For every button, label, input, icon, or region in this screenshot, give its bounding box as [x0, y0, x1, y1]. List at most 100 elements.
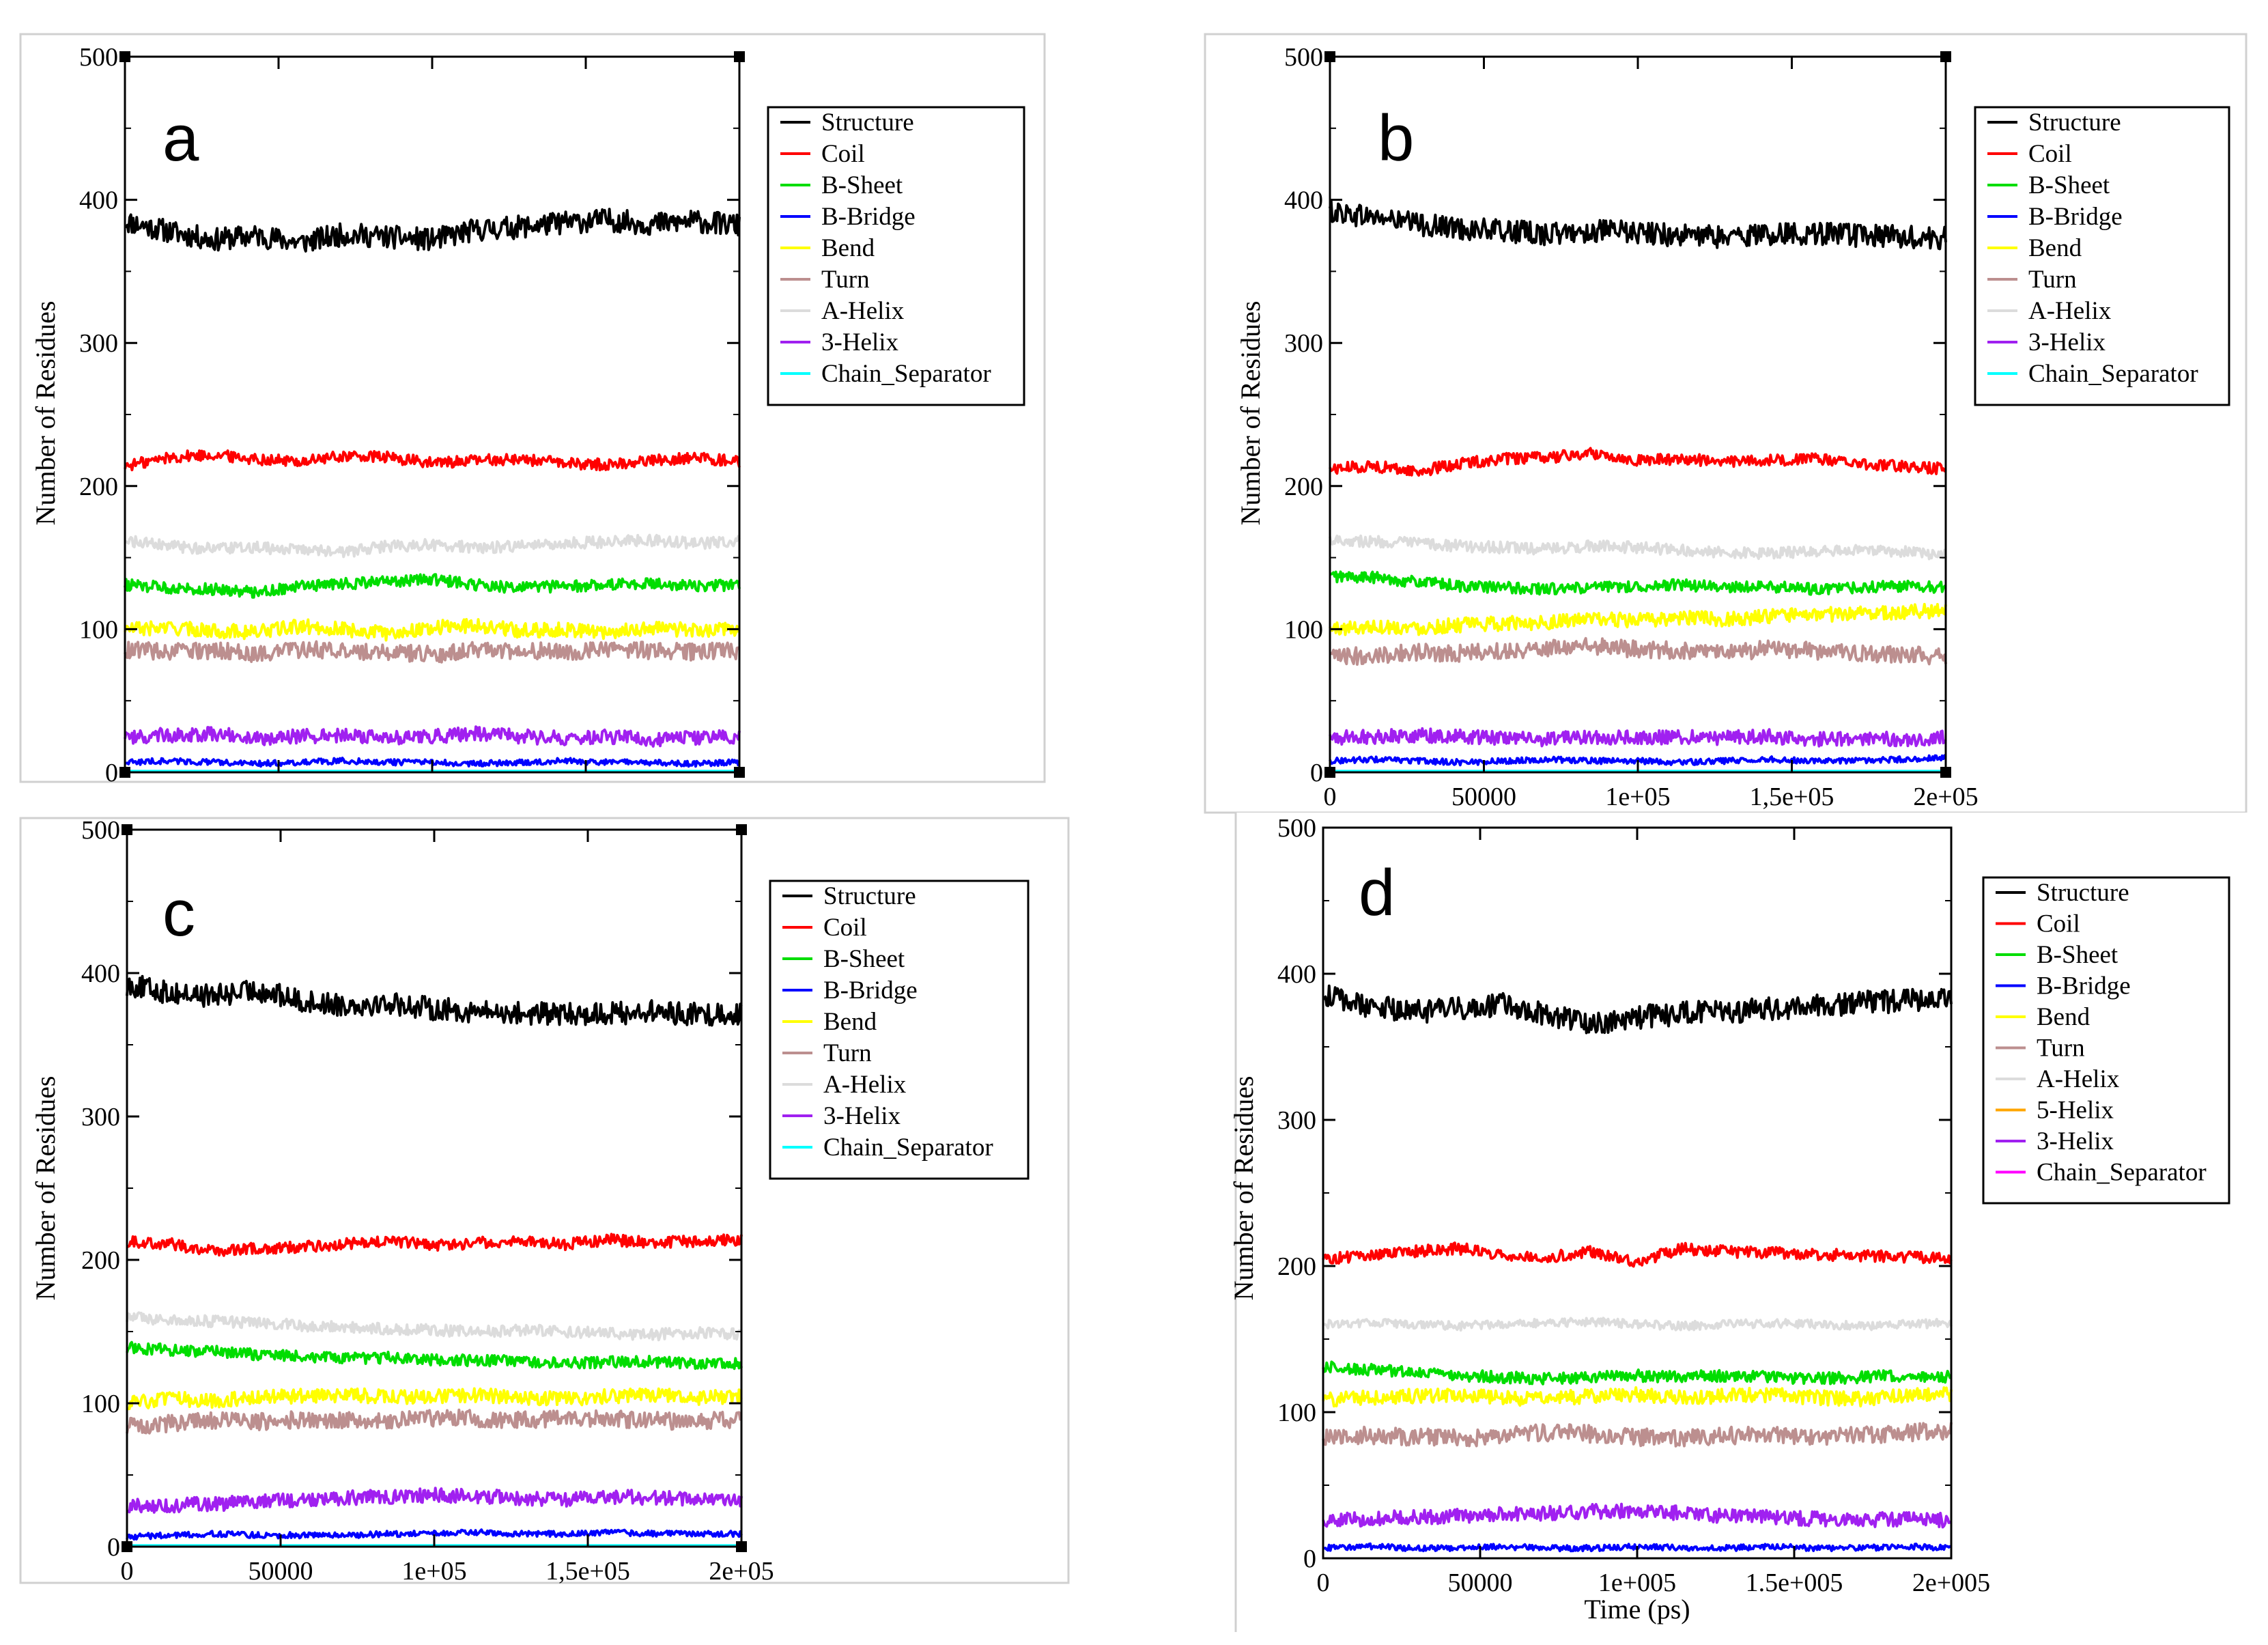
y-tick-label: 200 — [81, 1246, 120, 1275]
series-line-b-sheet — [124, 573, 741, 599]
legend-label: Coil — [823, 914, 867, 942]
corner-handle — [734, 767, 745, 778]
y-tick-label: 400 — [81, 959, 120, 988]
y-tick-label: 500 — [1284, 43, 1323, 72]
series-line-b-sheet — [126, 1340, 743, 1370]
series-line-coil — [1329, 447, 1947, 477]
legend-label: Turn — [2037, 1035, 2085, 1063]
legend-label: Bend — [821, 234, 875, 262]
x-tick-label: 0 — [1317, 1569, 1330, 1597]
legend-label: B-Sheet — [823, 945, 905, 973]
y-tick-label: 400 — [79, 186, 118, 215]
legend-label: B-Bridge — [2037, 972, 2131, 1000]
panel-a: a Number of Residues 0 100 200 300 400 500 St… — [19, 33, 1046, 787]
legend-label: 3-Helix — [2028, 328, 2106, 356]
y-tick-label: 0 — [1303, 1545, 1316, 1573]
y-tick-label: 200 — [1277, 1252, 1316, 1281]
x-tick-label: 2e+005 — [1912, 1569, 1990, 1597]
series-line-turn — [1322, 1422, 1953, 1448]
series-line-3-helix — [126, 1487, 743, 1514]
series-line-b-bridge — [126, 1528, 743, 1541]
corner-handle — [736, 824, 747, 835]
x-tick-label: 1e+05 — [1605, 783, 1670, 811]
panel-label: a — [162, 102, 199, 175]
x-tick-label: 50000 — [1451, 783, 1516, 811]
legend-label: Structure — [823, 882, 916, 910]
series-line-bend — [124, 618, 741, 642]
legend-label: B-Sheet — [2037, 941, 2118, 969]
legend-box — [769, 880, 1030, 1180]
y-tick-label: 0 — [1310, 759, 1323, 787]
x-tick-label: 2e+05 — [1913, 783, 1978, 811]
panel-label: b — [1378, 102, 1414, 175]
legend: Structure Coil B-Sheet B-Bridge Bend Turn A-He… — [767, 106, 1025, 406]
y-tick-label: 500 — [1277, 814, 1316, 843]
corner-handle — [122, 824, 132, 835]
x-tick-label: 1.5e+005 — [1746, 1569, 1843, 1597]
legend-label: A-Helix — [821, 297, 905, 325]
legend-box — [1982, 876, 2230, 1205]
y-tick-label: 100 — [81, 1390, 120, 1418]
corner-handle — [119, 767, 130, 778]
legend-label: 5-Helix — [2037, 1097, 2114, 1125]
series-line-coil — [124, 449, 741, 472]
legend-label: 3-Helix — [821, 328, 899, 356]
series-line-a-helix — [1329, 534, 1947, 561]
legend-box — [1974, 106, 2230, 406]
corner-handle — [1940, 51, 1951, 62]
series-line-a-helix — [126, 1311, 743, 1342]
x-tick-label: 0 — [1324, 783, 1337, 811]
legend-label: Bend — [2028, 234, 2082, 262]
series-line-bend — [1329, 602, 1947, 636]
x-tick-label: 50000 — [1448, 1569, 1513, 1597]
series-line-turn — [1329, 636, 1947, 666]
y-axis-label: Number of Residues — [1235, 301, 1266, 526]
legend-label: Coil — [2037, 910, 2080, 938]
y-tick-label: 100 — [1277, 1398, 1316, 1427]
series-line-coil — [126, 1233, 743, 1257]
corner-handle — [736, 1541, 747, 1552]
corner-handle — [734, 51, 745, 62]
legend-label: A-Helix — [2028, 297, 2112, 325]
legend: Structure Coil B-Sheet B-Bridge Bend Turn A-He… — [769, 880, 1030, 1180]
panel-d: d Number of Residues Time (ps) 0 100 200 30… — [1228, 813, 2260, 1632]
y-axis-label: Number of Residues — [30, 301, 61, 526]
legend-label: Chain_Separator — [823, 1134, 993, 1162]
panel-b: b Number of Residues 0 100 200 300 400 500 0 50… — [1204, 33, 2248, 814]
legend-label: Coil — [821, 140, 865, 168]
series-line-turn — [124, 640, 741, 664]
series-line-a-helix — [1322, 1317, 1953, 1332]
y-tick-label: 300 — [79, 329, 118, 358]
legend-box — [767, 106, 1025, 406]
legend-label: Chain_Separator — [2037, 1159, 2207, 1187]
y-tick-label: 0 — [107, 1533, 120, 1562]
legend-label: Turn — [823, 1039, 872, 1067]
series-line-a-helix — [124, 533, 741, 559]
y-tick-label: 200 — [79, 473, 118, 501]
series-line-bend — [126, 1387, 743, 1411]
legend-label: Bend — [823, 1008, 877, 1036]
series-line-3-helix — [124, 725, 741, 748]
legend-label: B-Bridge — [2028, 203, 2123, 231]
plot-area: 0 100 200 300 400 500 0 50000 1e+005 1.5e+005 2e+0… — [1277, 814, 1990, 1597]
plot-area: 0 100 200 300 400 500 0 50000 1e+05 1,5e+05 2e+05 — [81, 816, 774, 1586]
legend-label: Chain_Separator — [821, 360, 991, 388]
series-line-structure — [124, 208, 741, 253]
series-line-structure — [126, 974, 743, 1027]
legend-label: B-Bridge — [821, 203, 916, 231]
plot-area: 0 100 200 300 400 500 — [79, 43, 745, 787]
legend-label: A-Helix — [2037, 1065, 2120, 1093]
legend: Structure Coil B-Sheet B-Bridge Bend Turn A-He… — [1974, 106, 2230, 406]
x-tick-label: 1,5e+05 — [1750, 783, 1834, 811]
y-tick-label: 500 — [79, 43, 118, 72]
y-tick-label: 300 — [1284, 329, 1323, 358]
plot-area: 0 100 200 300 400 500 0 50000 1e+05 1,5e+05 2e+05 — [1284, 43, 1979, 811]
x-tick-label: 1,5e+05 — [545, 1557, 630, 1586]
legend-label: 3-Helix — [2037, 1127, 2114, 1155]
y-axis-label: Number of Residues — [1228, 1076, 1259, 1301]
legend-label: A-Helix — [823, 1071, 907, 1099]
series-line-structure — [1322, 984, 1953, 1035]
legend-label: Bend — [2037, 1003, 2090, 1031]
series-line-coil — [1322, 1241, 1953, 1268]
